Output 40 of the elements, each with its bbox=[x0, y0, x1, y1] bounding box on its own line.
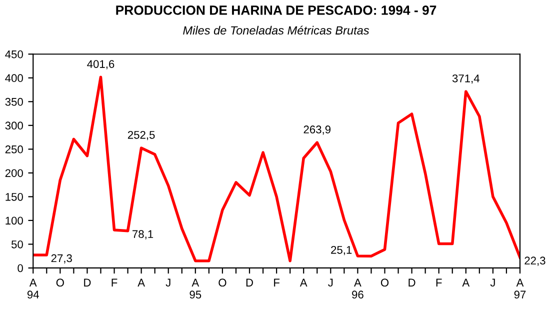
x-tick-label: J bbox=[490, 278, 495, 287]
x-tick-label: A 97 bbox=[514, 278, 526, 299]
x-tick-label: F bbox=[436, 278, 442, 286]
y-tick-label: 0 bbox=[18, 264, 23, 272]
data-label: 263,9 bbox=[304, 126, 330, 135]
x-tick-label: D bbox=[246, 278, 253, 286]
y-tick-label: 200 bbox=[5, 169, 23, 178]
x-tick-label: A bbox=[462, 278, 470, 286]
line-series bbox=[33, 76, 520, 262]
y-tick-label: 450 bbox=[5, 50, 23, 58]
x-tick-label: A 94 bbox=[27, 278, 39, 299]
y-tick-label: 150 bbox=[6, 192, 23, 201]
y-tick-label: 100 bbox=[6, 216, 23, 225]
data-label: 78,1 bbox=[132, 230, 154, 240]
x-tick-label: A bbox=[138, 278, 145, 286]
x-tick-label: A bbox=[300, 278, 308, 286]
x-tick-label: O bbox=[56, 278, 64, 287]
data-label: 27,3 bbox=[51, 254, 72, 264]
data-label: 22,3 bbox=[524, 256, 546, 266]
data-label: 252,5 bbox=[128, 130, 155, 140]
x-tick-label: A 96 bbox=[352, 278, 364, 299]
data-label: 371,4 bbox=[452, 74, 480, 84]
y-tick-label: 300 bbox=[5, 122, 23, 130]
x-tick-label: A 95 bbox=[190, 278, 202, 299]
y-tick-label: 350 bbox=[5, 98, 23, 106]
x-tick-label: J bbox=[166, 278, 170, 287]
x-tick-label: F bbox=[274, 278, 280, 286]
chart-title: PRODUCCION DE HARINA DE PESCADO: 1994 - 97 bbox=[116, 6, 436, 15]
chart-subtitle: Miles de Toneladas Métricas Brutas bbox=[183, 26, 370, 35]
x-tick-label: F bbox=[112, 278, 118, 286]
y-tick-label: 250 bbox=[5, 145, 23, 154]
y-tick-label: 50 bbox=[11, 240, 23, 248]
x-tick-label: O bbox=[218, 278, 226, 287]
data-label: 25,1 bbox=[331, 246, 352, 256]
data-label: 401,6 bbox=[87, 60, 114, 70]
y-tick-label: 400 bbox=[5, 74, 23, 82]
x-tick-label: J bbox=[328, 278, 333, 287]
x-tick-label: D bbox=[408, 278, 416, 286]
x-tick-label: O bbox=[380, 278, 389, 287]
x-tick-label: D bbox=[84, 278, 91, 286]
